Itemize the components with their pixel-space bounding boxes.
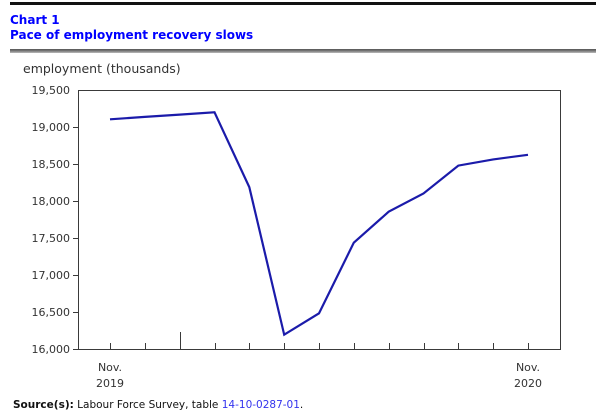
- x-tick-label-year: 2020: [514, 377, 542, 390]
- y-tick-label: 19,500: [32, 84, 71, 97]
- source-note: Source(s): Labour Force Survey, table 14…: [13, 399, 303, 411]
- y-tick-label: 18,000: [32, 195, 71, 208]
- chart-title: Pace of employment recovery slows: [10, 28, 254, 42]
- y-tick-label: 16,500: [32, 306, 71, 319]
- plot-border: [78, 90, 561, 350]
- employment-series-line: [109, 111, 529, 337]
- title-separator-rule: [10, 49, 596, 53]
- y-tick-label: 17,000: [32, 269, 71, 282]
- y-axis-title: employment (thousands): [23, 61, 181, 76]
- y-tick-label: 16,000: [32, 343, 71, 356]
- source-table-link[interactable]: 14-10-0287-01: [221, 399, 300, 411]
- x-tick-label-month: Nov.: [98, 361, 122, 374]
- y-tick-label: 19,000: [32, 121, 71, 134]
- chart-header: Chart 1 Pace of employment recovery slow…: [10, 13, 596, 43]
- x-tick-label-month: Nov.: [516, 361, 540, 374]
- y-tick-label: 17,500: [32, 232, 71, 245]
- top-rule: [10, 2, 596, 5]
- chart-number: Chart 1: [10, 13, 60, 27]
- source-period: .: [299, 399, 304, 411]
- x-tick-label-year: 2019: [96, 377, 124, 390]
- y-tick-label: 18,500: [32, 158, 71, 171]
- source-label: Source(s):: [13, 399, 74, 411]
- source-text: Labour Force Survey, table: [73, 399, 222, 411]
